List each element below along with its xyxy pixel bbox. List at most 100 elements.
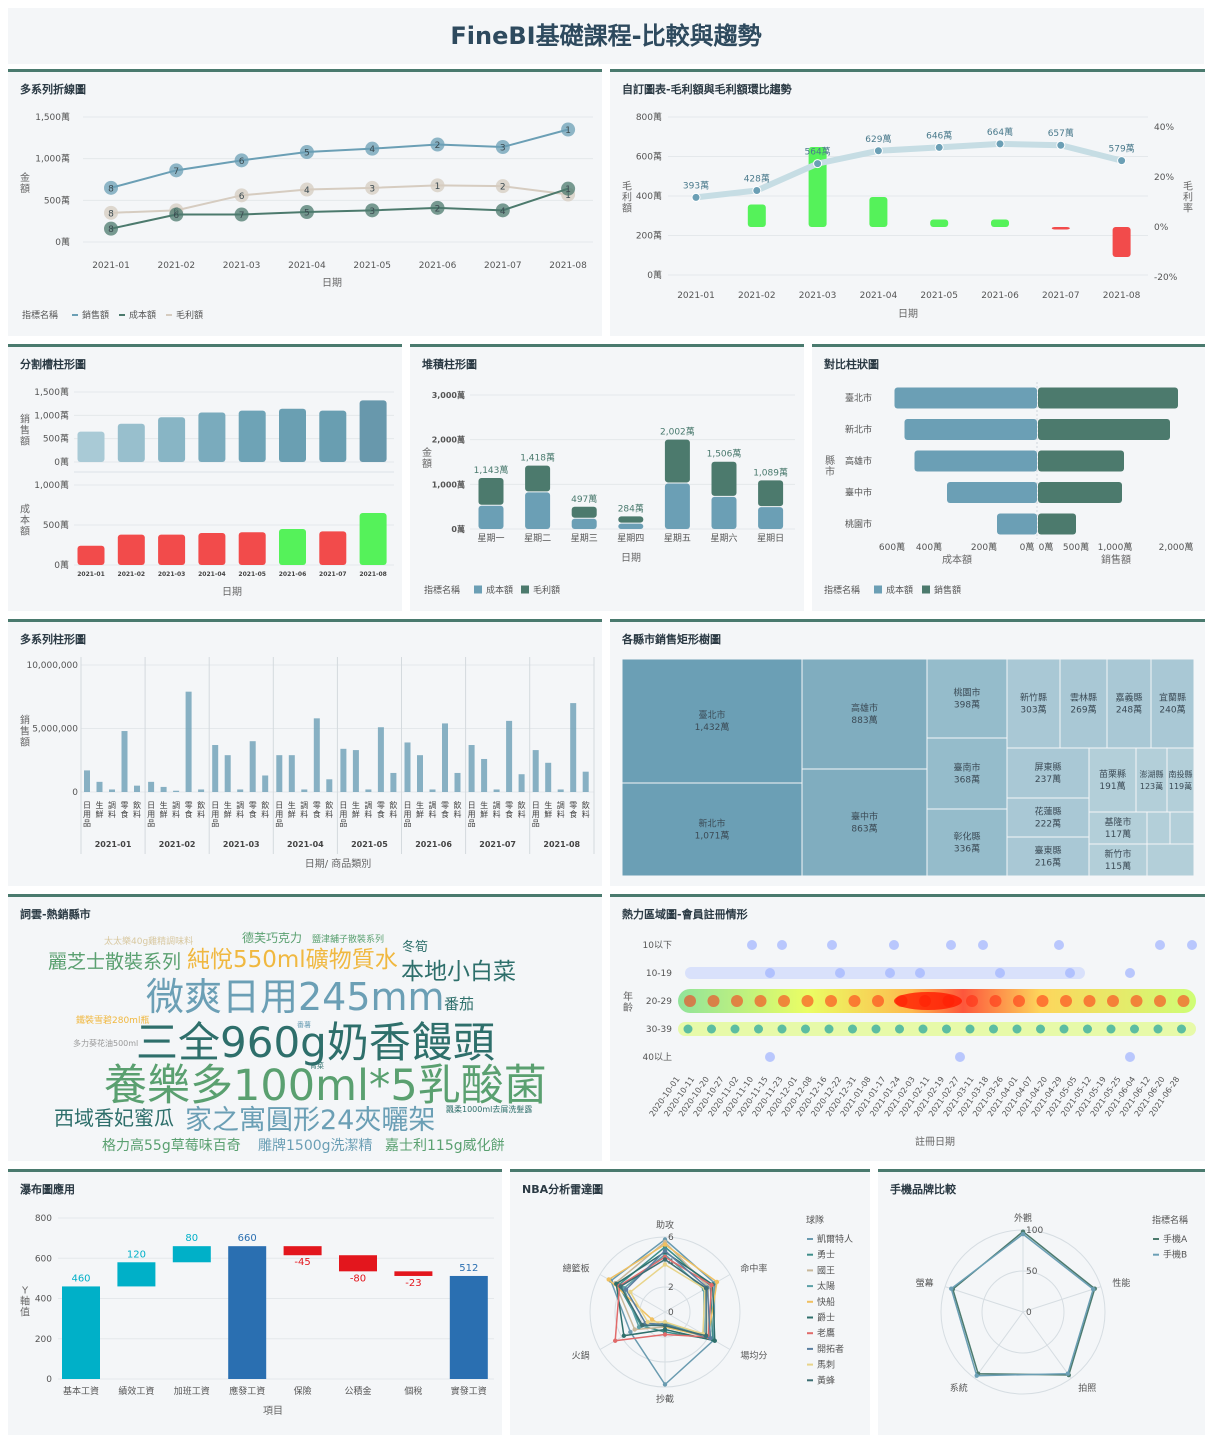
data-point bbox=[299, 205, 314, 219]
category-label: 食 bbox=[569, 809, 577, 819]
profit-bar bbox=[664, 439, 690, 483]
y-axis-label: 縣 bbox=[825, 455, 835, 467]
y-tick-label: 0 bbox=[46, 1375, 52, 1385]
category-label: 食 bbox=[249, 809, 257, 819]
sales-bar bbox=[377, 727, 384, 792]
sales-bar bbox=[454, 772, 461, 792]
x-tick-label: 保險 bbox=[294, 1385, 312, 1397]
category-label: 用 bbox=[211, 810, 219, 819]
treemap-value: 115萬 bbox=[1105, 860, 1131, 872]
treemap-name: 臺東縣 bbox=[1034, 845, 1061, 857]
treemap-value: 216萬 bbox=[1035, 857, 1061, 869]
treemap-cell bbox=[801, 658, 928, 770]
category-label: 用 bbox=[275, 810, 283, 819]
bar-value-label: -45 bbox=[294, 1257, 310, 1268]
point-rank-label: 2 bbox=[435, 141, 441, 151]
radar-point bbox=[662, 1248, 668, 1253]
growth-bar bbox=[808, 147, 827, 227]
point-rank-label: 5 bbox=[304, 149, 310, 159]
sales-bar bbox=[212, 745, 219, 792]
waterfall-bar bbox=[62, 1286, 100, 1379]
waterfall-bar bbox=[172, 1246, 211, 1263]
treemap-name: 澎湖縣 bbox=[1140, 769, 1164, 779]
category-label: 調 bbox=[493, 800, 501, 810]
cost-bar bbox=[904, 419, 1037, 440]
category-label: 品 bbox=[275, 819, 283, 828]
panel-nba: NBA分析雷達圖 助攻 命中率 場均分 抄截 火鍋 總籃板 0 2 4 6 球隊 凱爾特人 勇士 國王 太陽… bbox=[510, 1169, 870, 1435]
y-tick-label: 500萬 bbox=[44, 194, 70, 206]
y-tick-label: 200 bbox=[35, 1335, 52, 1345]
category-label: 生 bbox=[288, 800, 296, 810]
sales-bar bbox=[481, 758, 488, 792]
growth-bar bbox=[930, 219, 949, 227]
heatmap-cell bbox=[683, 1024, 693, 1034]
radar-point bbox=[649, 1317, 655, 1322]
heatmap-cell bbox=[754, 1024, 763, 1034]
heatmap-cell bbox=[825, 995, 837, 1007]
treemap-cell bbox=[1006, 747, 1090, 799]
profit-bar bbox=[758, 480, 784, 507]
x-tick-label: 2021-01 bbox=[77, 571, 105, 578]
group-label: 2021-02 bbox=[159, 840, 196, 849]
sales-bar bbox=[276, 755, 283, 792]
legend-item: 成本額 bbox=[886, 584, 913, 596]
heatmap-cell bbox=[978, 940, 988, 950]
data-point bbox=[299, 145, 314, 159]
radar-spoke bbox=[1022, 1286, 1102, 1313]
data-point bbox=[430, 137, 445, 152]
sales-bar bbox=[121, 731, 128, 792]
treemap-value: 1,432萬 bbox=[695, 721, 730, 733]
point-value-label: 564萬 bbox=[805, 146, 831, 158]
sales-bar bbox=[390, 772, 397, 792]
sales-bar bbox=[288, 755, 295, 792]
sales-bar bbox=[319, 410, 347, 462]
category-label: 調 bbox=[557, 800, 565, 810]
y-tick-label: 1,500萬 bbox=[35, 111, 70, 123]
x-tick-label: 2021-03 bbox=[223, 261, 261, 271]
sales-bar bbox=[262, 775, 269, 792]
category-label: 料 bbox=[325, 809, 333, 819]
sales-bar bbox=[359, 400, 387, 462]
total-label: 497萬 bbox=[571, 493, 597, 505]
category-label: 飲 bbox=[454, 800, 462, 810]
treemap-cell bbox=[1106, 658, 1152, 749]
x-left-tick-label: 200萬 bbox=[971, 541, 997, 553]
x-tick-label: 2021-03 bbox=[799, 291, 837, 301]
y-axis-label: 額 bbox=[20, 525, 30, 538]
heatmap-cell bbox=[848, 1024, 857, 1034]
y-tick-label: 1,000萬 bbox=[35, 153, 70, 165]
y-right-tick-label: 40% bbox=[1154, 123, 1174, 133]
point-rank-label: 4 bbox=[369, 145, 375, 155]
point-rank-label: 3 bbox=[369, 207, 375, 217]
point-rank-label: 3 bbox=[500, 144, 506, 154]
sales-bar bbox=[301, 789, 308, 792]
point-rank-label: 6 bbox=[173, 211, 179, 221]
y-axis-label: 齡 bbox=[623, 1001, 633, 1014]
y-tick-label: 500萬 bbox=[43, 433, 69, 445]
point-rank-label: 4 bbox=[500, 207, 506, 217]
treemap-cell bbox=[926, 658, 1008, 739]
profit-bar bbox=[618, 516, 644, 523]
radar-point bbox=[703, 1333, 709, 1338]
category-label: 用 bbox=[147, 810, 155, 819]
category-label: 零 bbox=[505, 801, 513, 810]
treemap-cell bbox=[1135, 747, 1168, 813]
y-axis-label: 售 bbox=[20, 725, 30, 738]
category-label: 生 bbox=[416, 800, 424, 810]
radar-point bbox=[662, 1332, 668, 1337]
group-label: 2021-01 bbox=[95, 840, 132, 849]
sales-bar bbox=[173, 790, 180, 792]
radar-point bbox=[623, 1287, 629, 1292]
heatmap-cell bbox=[684, 995, 696, 1007]
sales-bar bbox=[442, 723, 448, 792]
heatmap-cell bbox=[765, 1052, 775, 1062]
chart-custom: 0萬200萬400萬600萬800萬-20%0%20%40%毛利額毛利率2021… bbox=[622, 111, 1193, 320]
treemap-value: 191萬 bbox=[1099, 780, 1125, 792]
sales-bar bbox=[545, 762, 552, 792]
word: 三全960g奶香饅頭 bbox=[136, 1018, 495, 1067]
radar-tick-label: 0 bbox=[668, 1308, 674, 1318]
data-point bbox=[169, 207, 184, 222]
legend-title: 指標名稱 bbox=[22, 309, 58, 321]
heatmap-cell bbox=[1187, 940, 1197, 950]
